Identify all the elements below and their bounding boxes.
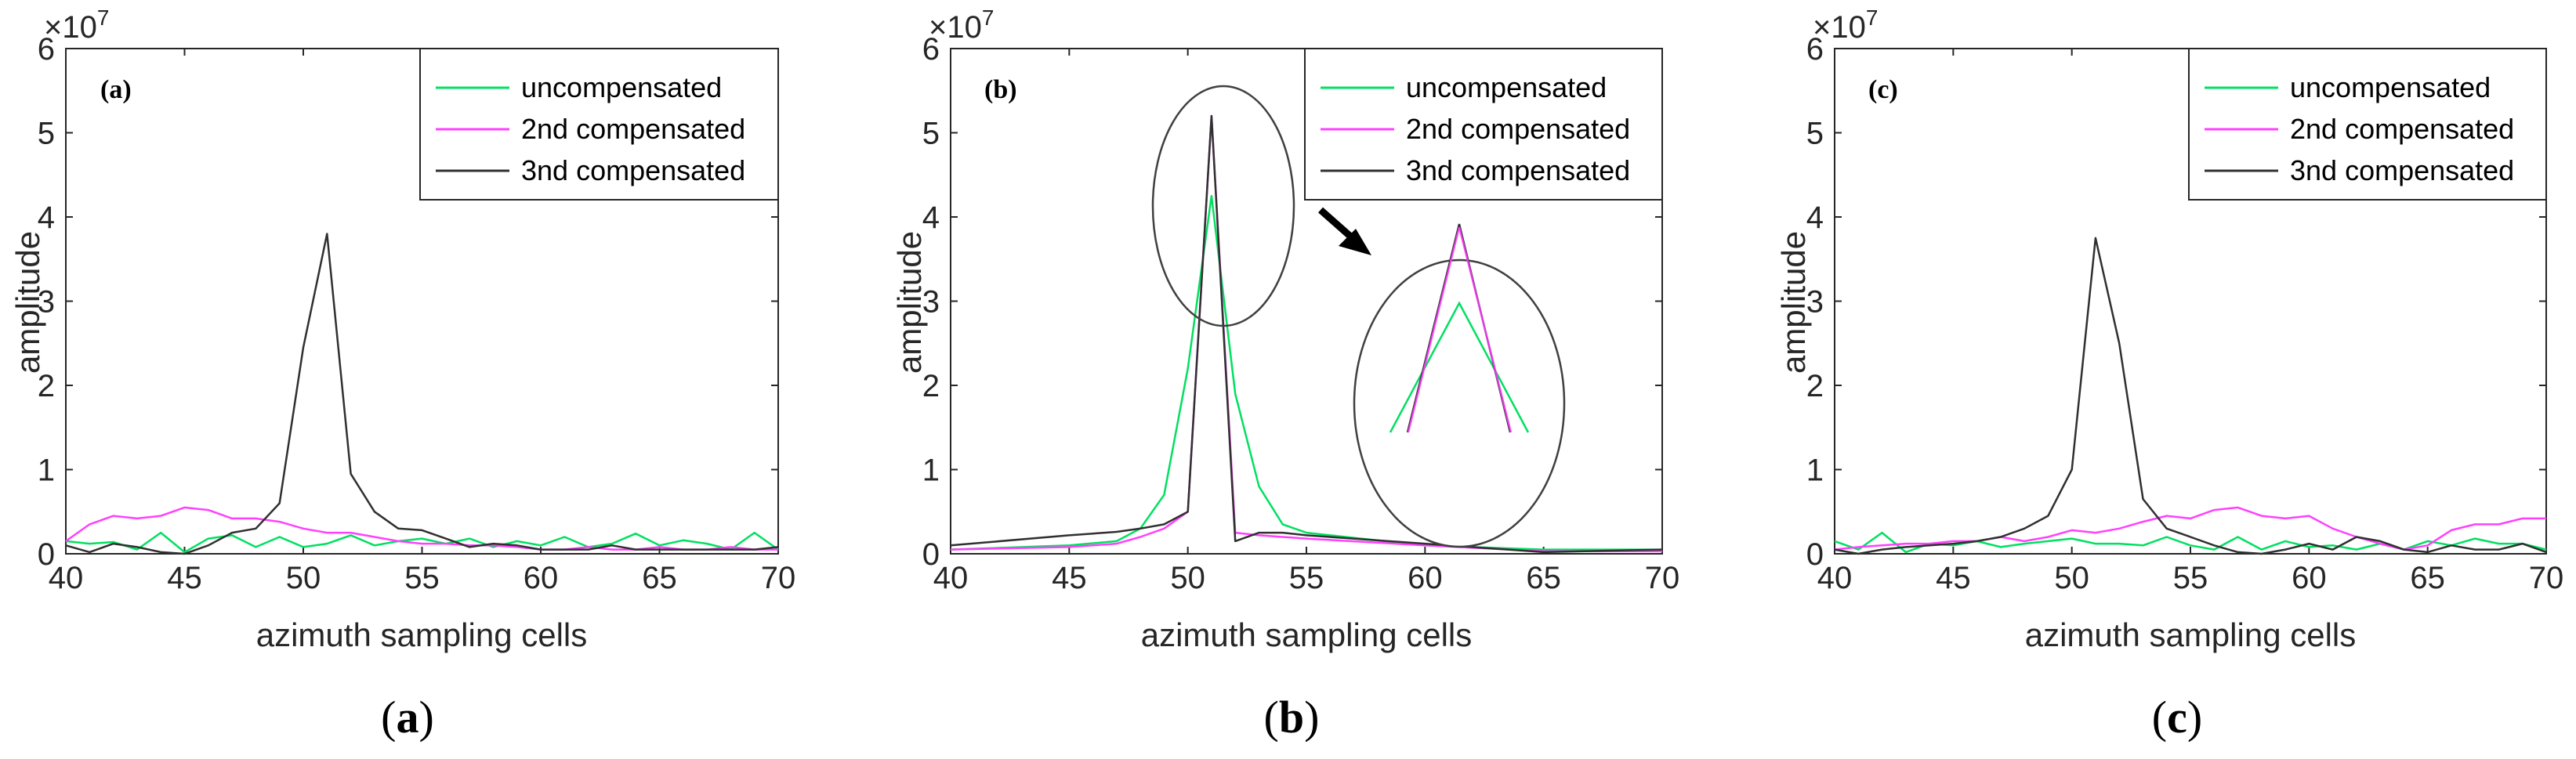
x-tick-label: 70 (2529, 561, 2564, 595)
x-tick-label: 60 (2292, 561, 2327, 595)
legend-box (1304, 48, 1663, 201)
legend-label-2nd-compensated: 2nd compensated (2290, 113, 2514, 145)
y-tick-label: 2 (1806, 369, 1824, 403)
panel-label: (a) (100, 75, 132, 104)
panel-label: (c) (1868, 75, 1898, 104)
y-axis-label: amplitude (1775, 231, 1812, 374)
series-line-3nd-compensated (65, 233, 779, 555)
series-lines (1834, 237, 2547, 555)
chart-panel-a: ×107 amplitude azimuth sampling cells 40… (9, 5, 795, 743)
x-tick-label: 50 (2054, 561, 2089, 595)
y-tick-label: 1 (922, 454, 940, 488)
y-tick-label: 6 (1806, 32, 1824, 67)
x-axis-label: azimuth sampling cells (1141, 616, 1473, 653)
y-tick-label: 5 (1806, 117, 1824, 151)
y-exponent-power: 7 (1866, 5, 1879, 30)
y-tick-label: 0 (38, 537, 55, 572)
x-tick-label: 40 (933, 561, 969, 595)
y-tick-label: 5 (38, 117, 55, 151)
legend-box (2188, 48, 2547, 201)
x-tick-label: 45 (1936, 561, 1971, 595)
x-tick-label: 45 (167, 561, 202, 595)
zoom-inset (1353, 223, 1566, 548)
y-tick-label: 1 (38, 454, 55, 488)
x-tick-label: 65 (2410, 561, 2445, 595)
y-axis-label: amplitude (891, 231, 928, 374)
legend-label-2nd-compensated: 2nd compensated (1406, 113, 1630, 145)
y-tick-label: 4 (922, 201, 940, 235)
panel-caption: (c) (2152, 692, 2202, 743)
legend-box (419, 48, 779, 201)
y-exponent: ×107 (1813, 5, 1878, 45)
legend: uncompensated 2nd compensated 3nd compen… (419, 48, 779, 201)
y-tick-label: 5 (922, 117, 940, 151)
y-tick-label: 6 (38, 32, 55, 67)
legend-label-uncompensated: uncompensated (1406, 71, 1607, 103)
series-lines (65, 233, 779, 555)
legend-label-3nd-compensated: 3nd compensated (2290, 154, 2514, 186)
legend-label-uncompensated: uncompensated (2290, 71, 2491, 103)
x-tick-label: 55 (404, 561, 440, 595)
zoom-inset-2nd-compensated-line (1407, 226, 1513, 433)
legend-label-2nd-compensated: 2nd compensated (521, 113, 745, 145)
y-tick-label: 2 (922, 369, 940, 403)
y-tick-label: 2 (38, 369, 55, 403)
peak-highlight-ellipse (1151, 85, 1295, 327)
panel-label: (b) (984, 75, 1017, 104)
x-axis-label: azimuth sampling cells (2025, 616, 2357, 653)
chart-panel-b: ×107 amplitude azimuth sampling cells 40… (891, 5, 1679, 743)
legend-label-uncompensated: uncompensated (521, 71, 722, 103)
series-line-2nd-compensated (1834, 506, 2546, 551)
x-tick-label: 45 (1052, 561, 1087, 595)
legend: uncompensated 2nd compensated 3nd compen… (2188, 48, 2547, 201)
y-exponent-power: 7 (97, 5, 110, 30)
y-tick-label: 4 (1806, 201, 1824, 235)
x-tick-label: 40 (49, 561, 84, 595)
x-tick-label: 55 (2173, 561, 2208, 595)
y-tick-label: 3 (922, 285, 940, 320)
series-lines (950, 114, 1663, 554)
x-tick-label: 65 (642, 561, 677, 595)
series-line-3nd-compensated (1834, 237, 2547, 555)
zoom-arrow-icon (1318, 207, 1371, 255)
y-exponent: ×107 (44, 5, 109, 45)
x-tick-label: 40 (1817, 561, 1853, 595)
y-tick-label: 1 (1806, 454, 1824, 488)
y-tick-label: 4 (38, 201, 55, 235)
panel-caption: (b) (1264, 692, 1320, 743)
x-tick-label: 60 (524, 561, 559, 595)
series-line-2nd-compensated (65, 506, 778, 551)
legend: uncompensated 2nd compensated 3nd compen… (1304, 48, 1663, 201)
y-tick-label: 3 (38, 285, 55, 320)
x-tick-label: 70 (1645, 561, 1680, 595)
chart-panel-c: ×107 amplitude azimuth sampling cells 40… (1775, 5, 2563, 743)
x-axis-label: azimuth sampling cells (256, 616, 588, 653)
y-exponent: ×107 (929, 5, 994, 45)
y-tick-label: 0 (1806, 537, 1824, 572)
x-tick-label: 55 (1289, 561, 1324, 595)
x-tick-label: 50 (286, 561, 321, 595)
zoom-inset-ellipse (1353, 258, 1566, 548)
x-tick-label: 65 (1526, 561, 1561, 595)
y-tick-label: 3 (1806, 285, 1824, 320)
zoom-inset-uncompensated-line (1389, 301, 1530, 433)
series-line-uncompensated (1834, 531, 2547, 554)
series-line-uncompensated (65, 531, 779, 554)
x-tick-label: 70 (761, 561, 796, 595)
y-tick-label: 0 (922, 537, 940, 572)
y-exponent-power: 7 (982, 5, 995, 30)
x-tick-label: 60 (1408, 561, 1443, 595)
series-line-3nd-compensated (950, 114, 1663, 554)
legend-label-3nd-compensated: 3nd compensated (521, 154, 745, 186)
x-tick-label: 50 (1170, 561, 1205, 595)
legend-label-3nd-compensated: 3nd compensated (1406, 154, 1630, 186)
panel-caption: (a) (381, 692, 434, 743)
y-axis-label: amplitude (9, 231, 46, 374)
y-tick-label: 6 (922, 32, 940, 67)
